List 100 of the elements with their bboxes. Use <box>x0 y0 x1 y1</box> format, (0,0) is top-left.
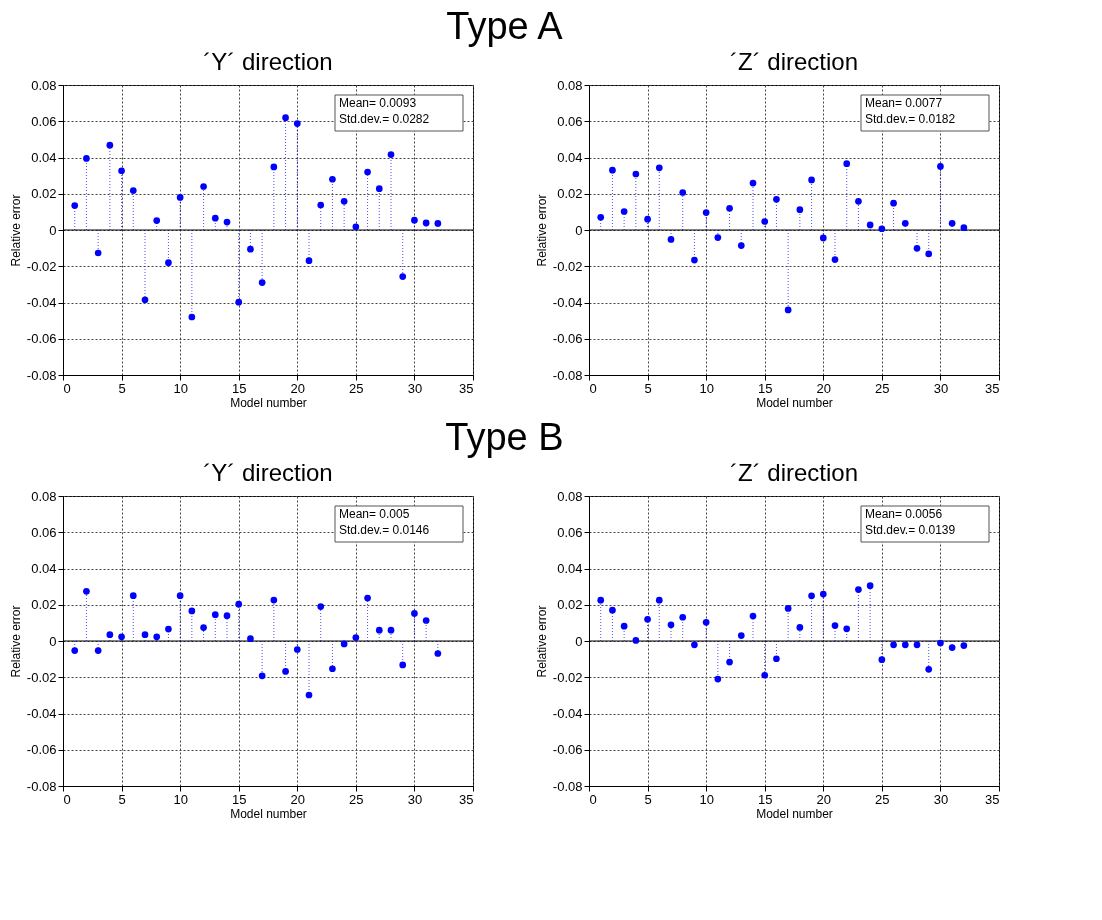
y-tick-label: 0.04 <box>557 150 583 165</box>
point <box>317 603 325 610</box>
point <box>364 594 371 602</box>
point <box>726 658 733 666</box>
y-tick-label: -0.06 <box>552 742 583 758</box>
x-tick-label: 30 <box>933 380 949 396</box>
x-tick-label: 20 <box>290 380 306 396</box>
point <box>937 163 944 170</box>
point <box>223 218 231 226</box>
y-tick-label: 0 <box>49 633 57 649</box>
point <box>620 208 628 215</box>
point <box>667 621 675 629</box>
point <box>925 250 933 258</box>
chart-title: ´Z´ direction <box>729 459 859 486</box>
y-tick-label: -0.04 <box>26 706 57 721</box>
point <box>644 215 651 223</box>
y-axis-title: Relative error <box>8 605 23 678</box>
point <box>784 306 792 314</box>
point <box>317 201 325 209</box>
x-tick-label: 15 <box>231 791 247 807</box>
point <box>305 257 313 264</box>
x-axis-title: Model number <box>230 806 307 821</box>
x-tick-label: 10 <box>173 791 188 807</box>
point <box>329 665 336 673</box>
x-tick-label: 5 <box>118 380 126 396</box>
point <box>808 176 815 184</box>
y-tick-label: 0.04 <box>557 561 583 576</box>
point <box>235 600 243 608</box>
point <box>282 668 289 675</box>
point <box>118 167 125 175</box>
point <box>200 183 207 190</box>
x-tick-label: 25 <box>349 791 364 807</box>
chart-title: ´Z´ direction <box>729 48 859 75</box>
y-tick-label: -0.06 <box>26 742 57 758</box>
point <box>200 624 207 631</box>
point <box>609 606 616 614</box>
point <box>796 206 804 214</box>
point <box>129 592 137 600</box>
point <box>726 204 733 212</box>
x-tick-label: 5 <box>644 791 652 807</box>
x-tick-label: 0 <box>589 380 597 396</box>
y-tick-label: -0.08 <box>26 778 57 794</box>
chart-title: ´Y´ direction <box>203 48 333 75</box>
point <box>890 199 897 207</box>
point <box>247 245 254 253</box>
point <box>667 236 675 243</box>
point <box>761 671 769 679</box>
x-tick-label: 20 <box>816 380 832 396</box>
point <box>808 592 815 600</box>
y-axis-title: Relative error <box>8 194 23 267</box>
x-tick-label: 25 <box>875 380 890 396</box>
point <box>422 219 430 227</box>
point <box>831 622 839 629</box>
x-axis-title: Model number <box>756 806 833 821</box>
point <box>597 596 605 604</box>
x-tick-label: 25 <box>875 791 890 807</box>
y-tick-label: -0.04 <box>552 706 583 721</box>
point <box>270 596 278 604</box>
point <box>83 587 90 595</box>
point <box>223 612 231 619</box>
x-tick-label: 10 <box>699 791 714 807</box>
x-tick-label: 0 <box>589 791 597 807</box>
point <box>691 256 698 264</box>
y-tick-label: 0.06 <box>557 113 583 129</box>
y-tick-label: 0 <box>49 222 57 238</box>
point <box>773 196 780 203</box>
y-tick-label: -0.04 <box>26 295 57 310</box>
point <box>411 216 418 224</box>
y-tick-label: 0.04 <box>31 150 57 165</box>
point <box>270 163 278 171</box>
point <box>702 209 710 216</box>
point <box>211 611 219 619</box>
point <box>855 198 862 205</box>
point <box>843 625 851 633</box>
x-tick-label: 5 <box>644 380 652 396</box>
point <box>434 220 442 227</box>
x-tick-label: 15 <box>757 791 773 807</box>
point <box>702 618 710 626</box>
point <box>632 170 640 178</box>
point <box>141 631 149 638</box>
x-tick-label: 10 <box>173 380 188 396</box>
point <box>106 141 114 149</box>
x-tick-label: 35 <box>985 380 1000 396</box>
point <box>153 217 161 224</box>
point <box>925 665 933 673</box>
y-tick-label: 0.06 <box>557 524 583 540</box>
y-tick-label: -0.02 <box>552 669 583 685</box>
y-axis-title: Relative error <box>534 605 549 678</box>
y-axis-title: Relative error <box>534 194 549 267</box>
point <box>83 155 90 162</box>
point <box>211 214 219 222</box>
text: Type B <box>445 415 564 458</box>
annotation: Mean= 0.0093 <box>339 96 417 110</box>
annotation: Mean= 0.0077 <box>865 96 943 110</box>
point <box>141 296 149 304</box>
point <box>176 592 184 600</box>
x-tick-label: 15 <box>757 380 773 396</box>
x-tick-label: 15 <box>231 380 247 396</box>
text: Type A <box>446 4 564 47</box>
point <box>620 622 628 630</box>
